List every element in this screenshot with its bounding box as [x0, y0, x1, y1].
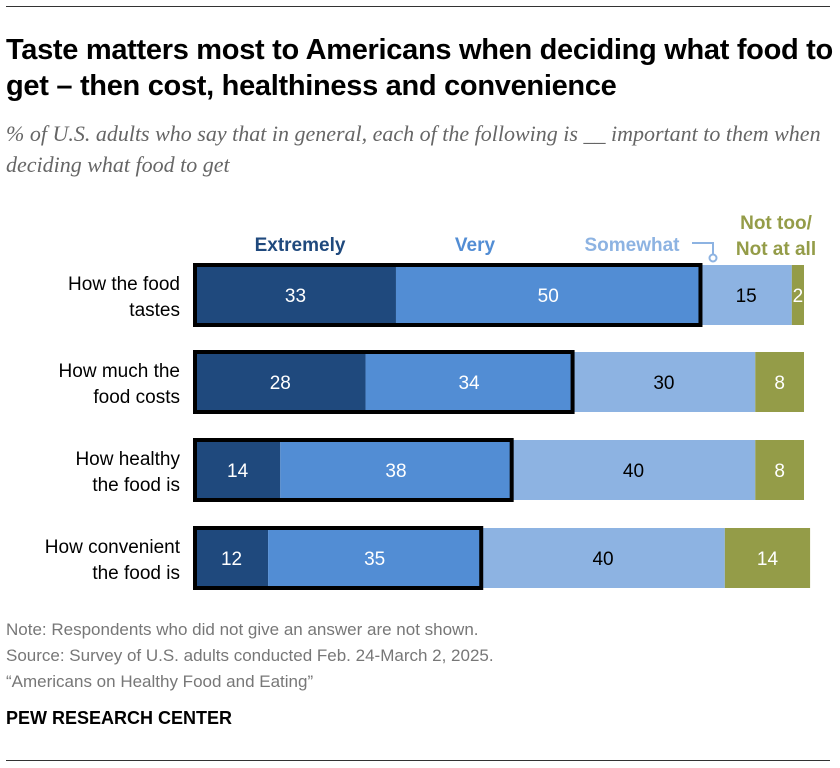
bar-segment: [195, 265, 396, 325]
data-label: 14: [227, 461, 249, 482]
bar-segment: [195, 528, 269, 588]
chart-subtitle: % of U.S. adults who say that in general…: [6, 121, 821, 177]
chart-title: Taste matters most to Americans when dec…: [6, 34, 833, 102]
bar-segment: [280, 440, 512, 500]
bar-segment: [572, 352, 756, 412]
category-label: tastes: [129, 300, 180, 321]
data-label: 8: [774, 461, 785, 482]
source-text: Source: Survey of U.S. adults conducted …: [6, 646, 494, 665]
data-label: 12: [221, 549, 242, 570]
highlight-outline: [193, 526, 484, 590]
data-label: 35: [364, 549, 385, 570]
stacked-bar-chart: How the food tastes 33 50 15 2 How much the foo…: [45, 213, 816, 590]
bar-segment: [195, 440, 281, 500]
bar-segment: [755, 440, 804, 500]
data-label: 40: [592, 549, 613, 570]
category-label: the food is: [92, 563, 180, 584]
category-label: the food is: [92, 475, 180, 496]
highlight-outline: [193, 438, 514, 502]
data-label: 30: [653, 373, 674, 394]
data-label: 40: [623, 461, 644, 482]
data-label: 34: [458, 373, 480, 394]
legend-label: Somewhat: [584, 235, 680, 256]
bar-segment: [195, 352, 366, 412]
report-text: “Americans on Healthy Food and Eating”: [6, 672, 314, 691]
data-label: 8: [774, 373, 785, 394]
category-label: food costs: [93, 387, 180, 408]
top-rule: [6, 6, 830, 7]
bar-segment: [511, 440, 756, 500]
note-text: Note: Respondents who did not give an an…: [6, 620, 479, 639]
notes: Note: Respondents who did not give an an…: [6, 617, 494, 695]
bar-segment: [755, 352, 804, 412]
bar-segment: [724, 528, 811, 588]
category-label: How convenient: [45, 537, 181, 558]
bar-segment: [395, 265, 701, 325]
highlight-outline: [193, 263, 703, 327]
bar-segment: [481, 528, 725, 588]
brand-logo-text: PEW RESEARCH CENTER: [6, 708, 233, 728]
legend-connector: [692, 242, 714, 255]
data-label: 28: [270, 373, 291, 394]
bar-segment: [791, 265, 804, 325]
legend-label: Not too/: [740, 213, 812, 234]
data-label: 15: [736, 286, 757, 307]
data-label: 50: [538, 286, 559, 307]
category-label: How the food: [68, 274, 180, 295]
data-label: 38: [385, 461, 406, 482]
legend-label: Very: [455, 235, 496, 256]
data-label: 14: [757, 549, 779, 570]
data-label: 2: [793, 286, 804, 307]
bar-segment: [700, 265, 792, 325]
category-label: How much the: [59, 361, 180, 382]
legend-label: Extremely: [255, 235, 346, 256]
legend-connector-dot: [708, 253, 718, 263]
bottom-rule: [6, 760, 830, 761]
category-label: How healthy: [75, 449, 180, 470]
legend-label: Not at all: [736, 239, 816, 260]
bar-segment: [268, 528, 482, 588]
bar-segment: [365, 352, 573, 412]
data-label: 33: [285, 286, 306, 307]
highlight-outline: [193, 350, 575, 414]
